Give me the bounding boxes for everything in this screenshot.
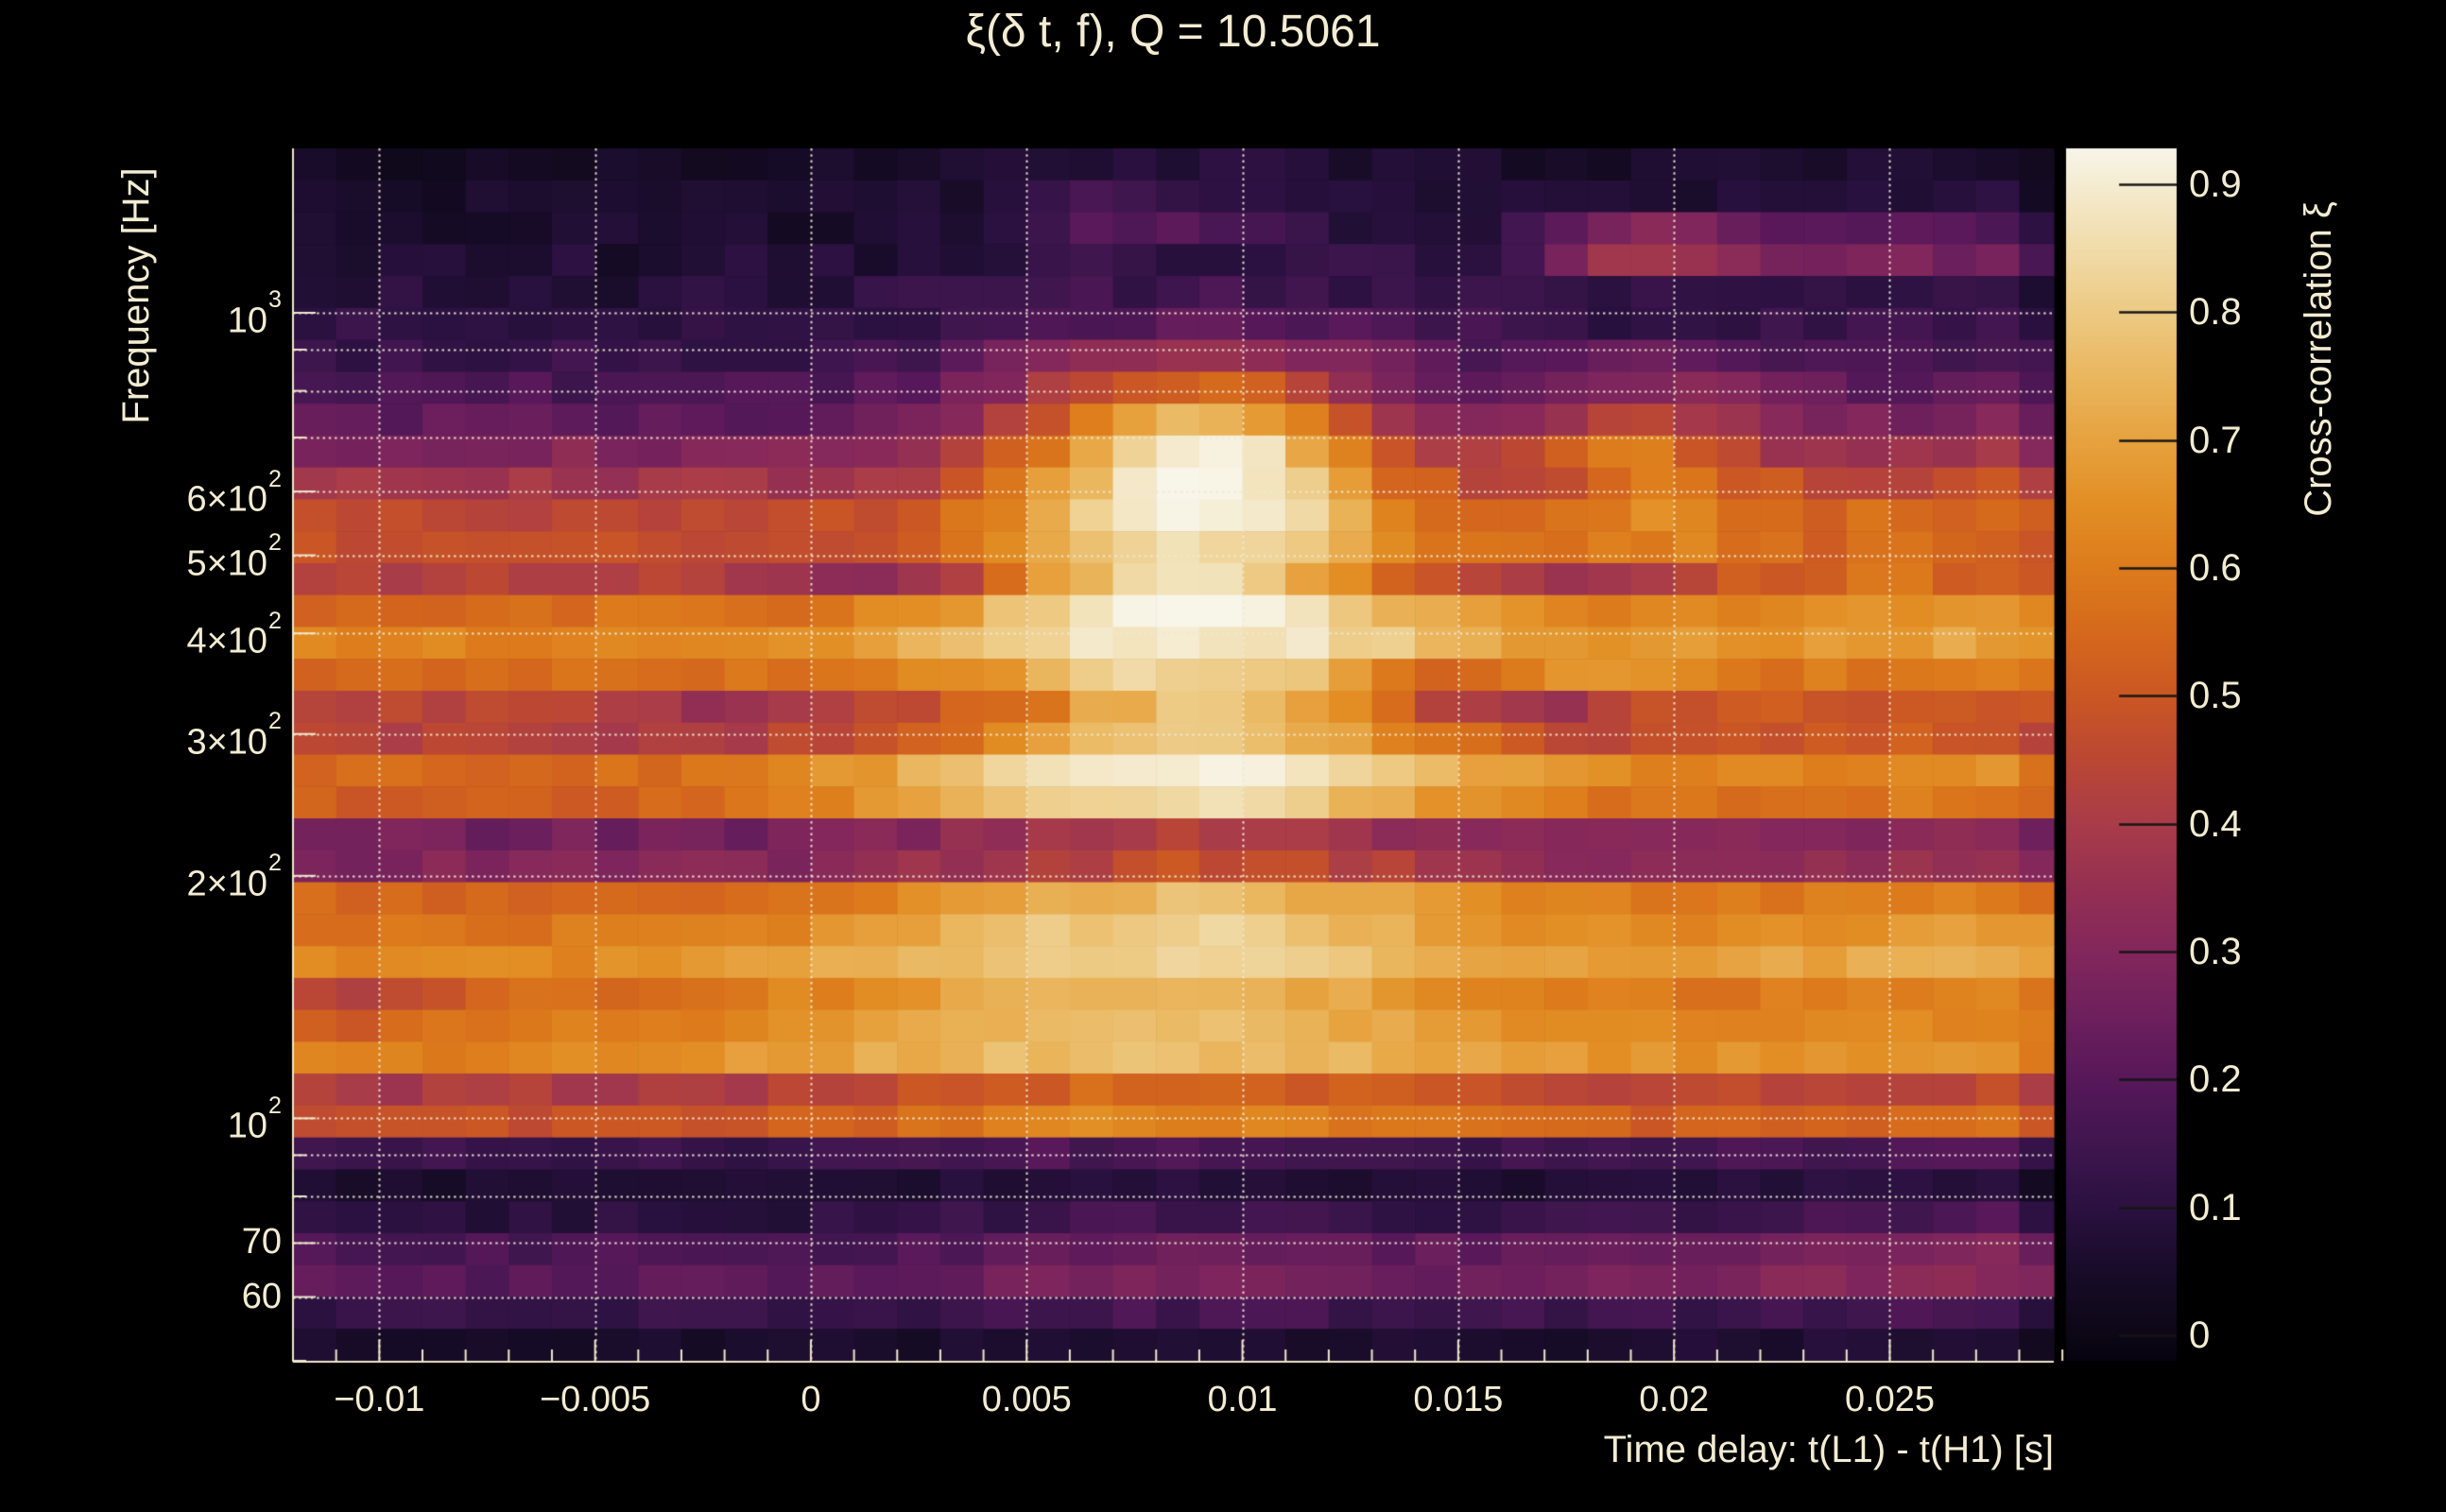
y-tick-label-4: 3×102 [186, 708, 282, 763]
y-tick-label-6: 102 [227, 1091, 282, 1147]
x-tick-label-0: −0.01 [334, 1380, 425, 1419]
colorbar-tick-label-2: 0.7 [2189, 419, 2242, 461]
x-tick-label-7: 0.025 [1844, 1380, 1936, 1419]
y-tick-label-3: 4×102 [186, 607, 282, 662]
y-tick-label-7: 70 [241, 1222, 282, 1263]
y-tick-label-8: 60 [241, 1276, 282, 1316]
y-tick-label-2: 5×102 [186, 529, 282, 584]
colorbar-tick-label-6: 0.3 [2189, 930, 2242, 972]
colorbar-title: Cross-correlation ξ [2298, 201, 2339, 517]
y-tick-label-0: 103 [227, 286, 282, 341]
colorbar-tick-label-9: 0 [2189, 1314, 2211, 1356]
x-tick-label-4: 0.01 [1207, 1380, 1278, 1419]
x-axis-title: Time delay: t(L1) - t(H1) [s] [1603, 1429, 2054, 1470]
colorbar-tick-label-8: 0.1 [2189, 1186, 2242, 1228]
colorbar-tick-label-4: 0.5 [2189, 675, 2242, 717]
colorbar-tick-label-3: 0.6 [2189, 546, 2242, 589]
x-tick-label-1: −0.005 [539, 1380, 651, 1419]
y-tick-label-1: 6×102 [186, 465, 282, 520]
colorbar-tick-label-7: 0.2 [2189, 1058, 2242, 1101]
x-tick-label-2: 0 [801, 1380, 821, 1419]
plot-title: ξ(δ t, f), Q = 10.5061 [965, 7, 1381, 57]
y-tick-label-5: 2×102 [186, 850, 282, 904]
colorbar-tick-label-1: 0.8 [2189, 291, 2242, 334]
colorbar-tick-label-5: 0.4 [2189, 802, 2242, 845]
x-tick-label-3: 0.005 [981, 1380, 1072, 1419]
x-tick-label-5: 0.015 [1413, 1380, 1504, 1419]
x-tick-label-6: 0.02 [1639, 1380, 1710, 1419]
colorbar-tick-label-0: 0.9 [2189, 163, 2242, 205]
